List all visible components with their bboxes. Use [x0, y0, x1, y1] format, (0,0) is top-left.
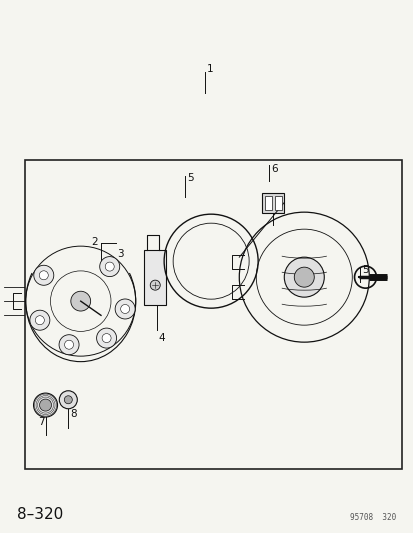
Circle shape: [105, 262, 114, 271]
Circle shape: [96, 328, 116, 348]
Circle shape: [59, 335, 79, 354]
Circle shape: [59, 391, 77, 409]
Circle shape: [284, 257, 323, 297]
Text: 8: 8: [70, 409, 77, 419]
Text: 95708  320: 95708 320: [349, 513, 396, 522]
Circle shape: [35, 316, 44, 325]
Circle shape: [33, 393, 57, 417]
Circle shape: [294, 267, 313, 287]
Text: 4: 4: [158, 333, 165, 343]
Text: 1: 1: [206, 64, 213, 74]
Circle shape: [39, 271, 48, 280]
Circle shape: [64, 340, 74, 349]
Text: 3: 3: [117, 249, 123, 260]
Circle shape: [40, 399, 51, 411]
Bar: [265, 196, 272, 209]
Bar: [144, 249, 166, 305]
Circle shape: [120, 304, 129, 313]
Text: 8–320: 8–320: [17, 507, 63, 522]
Text: 7: 7: [38, 417, 45, 427]
Circle shape: [102, 334, 111, 343]
Circle shape: [34, 265, 54, 285]
Text: 5: 5: [361, 265, 368, 275]
Text: 2: 2: [91, 237, 97, 247]
Bar: [275, 196, 282, 209]
Bar: [261, 192, 284, 213]
Circle shape: [150, 280, 160, 290]
Text: 6: 6: [270, 164, 277, 174]
Circle shape: [71, 291, 90, 311]
Circle shape: [64, 395, 72, 404]
Circle shape: [100, 256, 119, 277]
Text: 5: 5: [187, 173, 193, 183]
Circle shape: [115, 299, 135, 319]
Circle shape: [30, 310, 50, 330]
Bar: [25, 160, 401, 469]
